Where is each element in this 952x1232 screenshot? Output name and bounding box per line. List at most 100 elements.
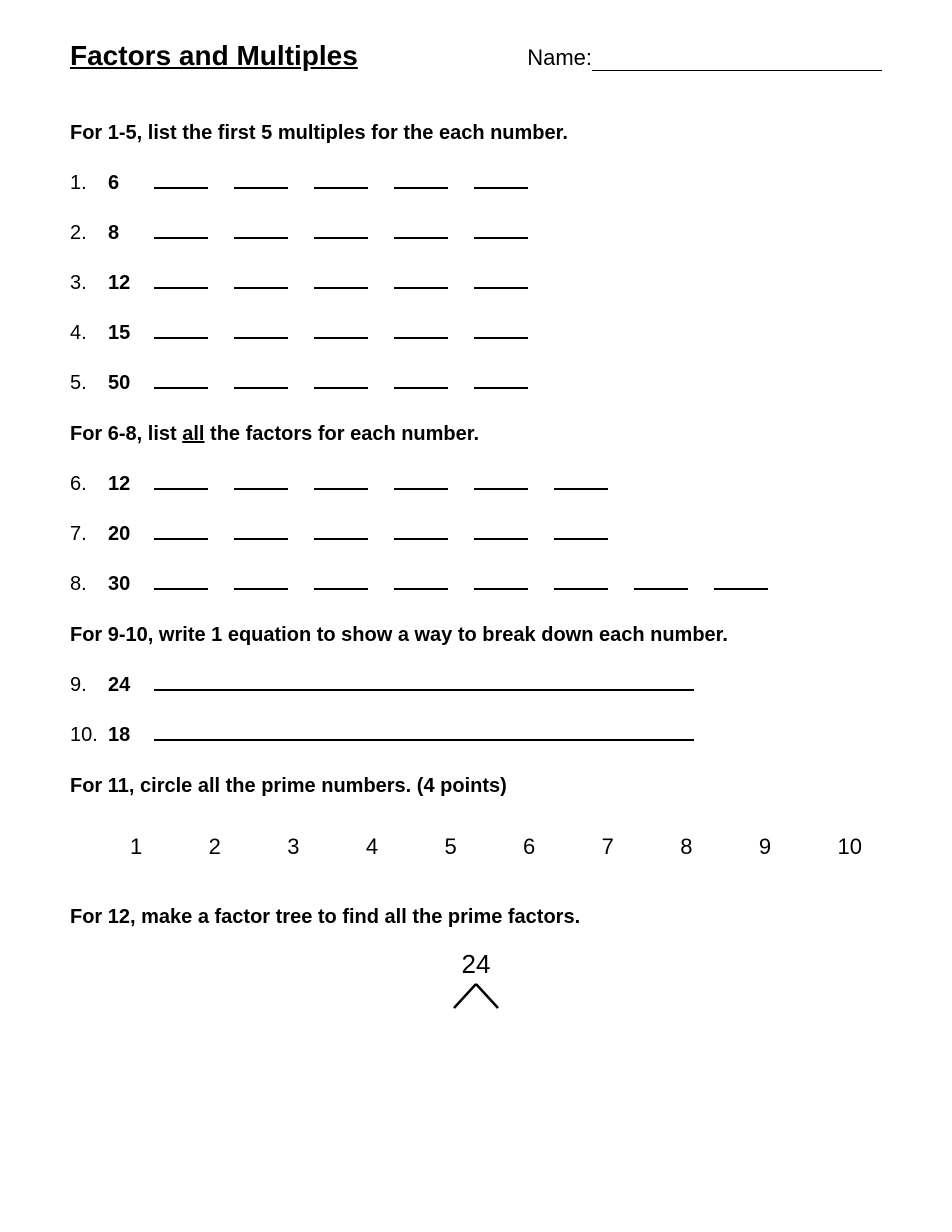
prime-candidate[interactable]: 6: [523, 834, 535, 860]
answer-blanks[interactable]: [154, 568, 768, 590]
s2-underline: all: [182, 423, 204, 445]
answer-blanks[interactable]: [154, 317, 528, 339]
answer-blank[interactable]: [474, 317, 528, 339]
section1-instruction: For 1-5, list the first 5 multiples for …: [70, 122, 882, 145]
header-row: Factors and Multiples Name:: [70, 40, 882, 72]
question-number: 3.: [70, 272, 108, 295]
prime-candidate[interactable]: 7: [602, 834, 614, 860]
prime-candidate[interactable]: 2: [209, 834, 221, 860]
answer-blank[interactable]: [474, 468, 528, 490]
question-number: 1.: [70, 172, 108, 195]
answer-blank[interactable]: [234, 518, 288, 540]
section3-instruction: For 9-10, write 1 equation to show a way…: [70, 624, 882, 647]
prime-candidate[interactable]: 8: [680, 834, 692, 860]
prime-candidate[interactable]: 3: [287, 834, 299, 860]
question-row: 3.12: [70, 267, 882, 295]
answer-blank[interactable]: [554, 568, 608, 590]
answer-blank[interactable]: [554, 468, 608, 490]
answer-blank[interactable]: [474, 167, 528, 189]
question-value: 12: [108, 272, 154, 295]
name-label: Name:: [527, 45, 592, 70]
answer-blank[interactable]: [394, 317, 448, 339]
answer-blank[interactable]: [394, 568, 448, 590]
answer-blank[interactable]: [314, 367, 368, 389]
question-number: 6.: [70, 473, 108, 496]
answer-blank[interactable]: [234, 468, 288, 490]
equation-blank[interactable]: [154, 669, 694, 691]
prime-candidate[interactable]: 10: [837, 834, 861, 860]
answer-blank[interactable]: [394, 217, 448, 239]
question-row: 5.50: [70, 367, 882, 395]
answer-blanks[interactable]: [154, 518, 608, 540]
answer-blank[interactable]: [154, 367, 208, 389]
tree-root-number: 24: [70, 949, 882, 980]
question-number: 5.: [70, 372, 108, 395]
answer-blanks[interactable]: [154, 217, 528, 239]
prime-candidate[interactable]: 4: [366, 834, 378, 860]
question-value: 6: [108, 172, 154, 195]
answer-blank[interactable]: [474, 267, 528, 289]
prime-candidate[interactable]: 9: [759, 834, 771, 860]
answer-blank[interactable]: [234, 367, 288, 389]
section4-instruction: For 11, circle all the prime numbers. (4…: [70, 775, 882, 798]
answer-blank[interactable]: [714, 568, 768, 590]
answer-blank[interactable]: [314, 317, 368, 339]
page-title: Factors and Multiples: [70, 40, 358, 72]
answer-blank[interactable]: [394, 468, 448, 490]
prime-candidate[interactable]: 5: [444, 834, 456, 860]
question-value: 18: [108, 724, 154, 747]
answer-blanks[interactable]: [154, 267, 528, 289]
question-value: 12: [108, 473, 154, 496]
answer-blank[interactable]: [234, 568, 288, 590]
section2-rows: 6.12 7.20 8.30: [70, 468, 882, 596]
answer-blank[interactable]: [154, 568, 208, 590]
answer-blank[interactable]: [234, 317, 288, 339]
answer-blank[interactable]: [234, 217, 288, 239]
question-number: 9.: [70, 674, 108, 697]
answer-blank[interactable]: [474, 217, 528, 239]
question-number: 2.: [70, 222, 108, 245]
question-value: 30: [108, 573, 154, 596]
answer-blank[interactable]: [314, 267, 368, 289]
answer-blank[interactable]: [394, 367, 448, 389]
question-row: 10.18: [70, 719, 882, 747]
name-blank-line[interactable]: [592, 70, 882, 71]
prime-number-row[interactable]: 1 2 3 4 5 6 7 8 9 10: [70, 816, 882, 878]
answer-blank[interactable]: [634, 568, 688, 590]
prime-candidate[interactable]: 1: [130, 834, 142, 860]
question-number: 10.: [70, 724, 108, 747]
answer-blank[interactable]: [154, 518, 208, 540]
answer-blank[interactable]: [394, 167, 448, 189]
answer-blank[interactable]: [474, 568, 528, 590]
answer-blank[interactable]: [234, 167, 288, 189]
answer-blank[interactable]: [154, 468, 208, 490]
answer-blanks[interactable]: [154, 468, 608, 490]
section2-instruction: For 6-8, list all the factors for each n…: [70, 423, 882, 446]
section5-instruction: For 12, make a factor tree to find all t…: [70, 906, 882, 929]
answer-blank[interactable]: [154, 217, 208, 239]
answer-blank[interactable]: [154, 267, 208, 289]
answer-blank[interactable]: [394, 518, 448, 540]
answer-blank[interactable]: [474, 367, 528, 389]
question-value: 15: [108, 322, 154, 345]
answer-blank[interactable]: [154, 167, 208, 189]
equation-blank[interactable]: [154, 719, 694, 741]
answer-blank[interactable]: [314, 468, 368, 490]
answer-blank[interactable]: [314, 568, 368, 590]
factor-tree[interactable]: 24: [70, 949, 882, 1015]
tree-branch-icon: [70, 982, 882, 1015]
answer-blanks[interactable]: [154, 167, 528, 189]
question-number: 4.: [70, 322, 108, 345]
answer-blank[interactable]: [554, 518, 608, 540]
question-number: 8.: [70, 573, 108, 596]
answer-blanks[interactable]: [154, 367, 528, 389]
answer-blank[interactable]: [154, 317, 208, 339]
question-value: 20: [108, 523, 154, 546]
answer-blank[interactable]: [394, 267, 448, 289]
answer-blank[interactable]: [234, 267, 288, 289]
question-row: 7.20: [70, 518, 882, 546]
answer-blank[interactable]: [474, 518, 528, 540]
answer-blank[interactable]: [314, 167, 368, 189]
answer-blank[interactable]: [314, 518, 368, 540]
answer-blank[interactable]: [314, 217, 368, 239]
